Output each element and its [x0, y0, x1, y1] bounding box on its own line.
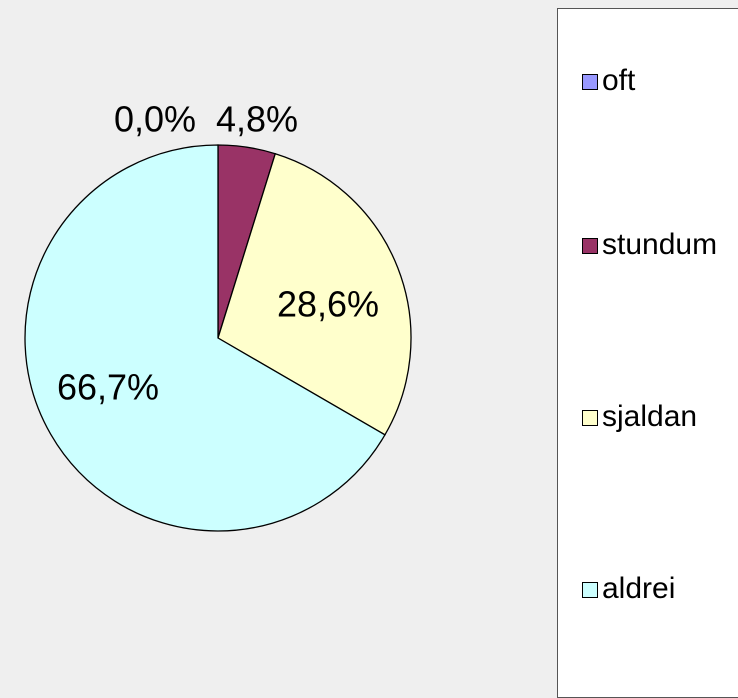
- legend-item: oft: [582, 62, 727, 100]
- legend-label: aldrei: [602, 572, 676, 605]
- legend-swatch: [582, 410, 598, 426]
- pie-slice: [24, 144, 386, 532]
- legend-label: oft: [602, 64, 636, 97]
- data-label: 66,7%: [57, 367, 159, 408]
- legend-item: aldrei: [582, 570, 727, 608]
- legend-swatch: [582, 74, 598, 90]
- legend-swatch: [582, 582, 598, 598]
- chart: 0,0% 4,8% 28,6% 66,7%: [24, 99, 412, 532]
- data-label: 0,0%: [114, 99, 196, 140]
- data-label: 4,8%: [216, 99, 298, 140]
- legend-label: stundum: [602, 228, 718, 261]
- legend-item: stundum: [582, 226, 727, 264]
- data-label: 28,6%: [277, 284, 379, 325]
- legend-label: sjaldan: [602, 400, 698, 433]
- pie-slice: [217, 152, 412, 436]
- legend-item: sjaldan: [582, 398, 727, 436]
- legend-swatch: [582, 238, 598, 254]
- legend: oft stundum sjaldan aldrei: [557, 8, 738, 698]
